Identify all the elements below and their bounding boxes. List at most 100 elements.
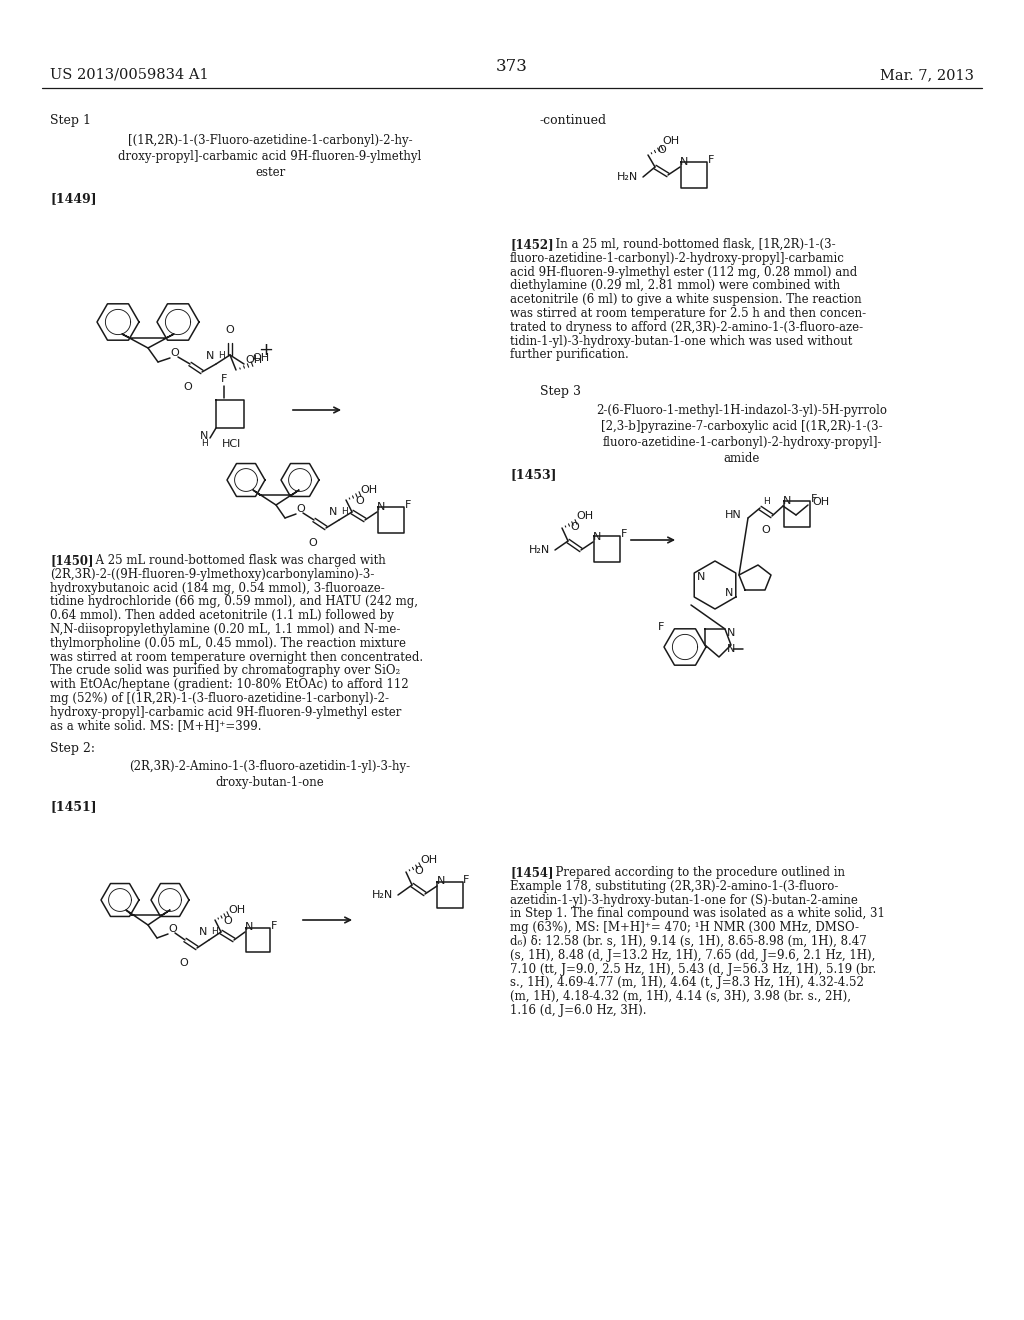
Text: N: N (200, 432, 208, 441)
Text: acid 9H-fluoren-9-ylmethyl ester (112 mg, 0.28 mmol) and: acid 9H-fluoren-9-ylmethyl ester (112 mg… (510, 265, 857, 279)
Text: Prepared according to the procedure outlined in: Prepared according to the procedure outl… (548, 866, 845, 879)
Text: (2R,3R)-2-Amino-1-(3-fluoro-azetidin-1-yl)-3-hy-: (2R,3R)-2-Amino-1-(3-fluoro-azetidin-1-y… (129, 760, 411, 774)
Text: mg (52%) of [(1R,2R)-1-(3-fluoro-azetidine-1-carbonyl)-2-: mg (52%) of [(1R,2R)-1-(3-fluoro-azetidi… (50, 692, 389, 705)
Text: OH: OH (245, 355, 262, 366)
Text: further purification.: further purification. (510, 348, 629, 362)
Text: tidin-1-yl)-3-hydroxy-butan-1-one which was used without: tidin-1-yl)-3-hydroxy-butan-1-one which … (510, 334, 852, 347)
Text: OH: OH (575, 511, 593, 521)
Text: was stirred at room temperature overnight then concentrated.: was stirred at room temperature overnigh… (50, 651, 423, 664)
Text: O: O (170, 348, 179, 358)
Text: N,N-diisopropylethylamine (0.20 mL, 1.1 mmol) and N-me-: N,N-diisopropylethylamine (0.20 mL, 1.1 … (50, 623, 400, 636)
Text: H: H (763, 498, 769, 507)
Text: N: N (437, 876, 445, 886)
Text: O: O (168, 924, 177, 935)
Text: H₂N: H₂N (616, 172, 638, 182)
Text: OH: OH (662, 136, 679, 147)
Text: thylmorpholine (0.05 mL, 0.45 mmol). The reaction mixture: thylmorpholine (0.05 mL, 0.45 mmol). The… (50, 636, 406, 649)
Text: hydroxy-propyl]-carbamic acid 9H-fluoren-9-ylmethyl ester: hydroxy-propyl]-carbamic acid 9H-fluoren… (50, 706, 401, 719)
Text: F: F (621, 529, 628, 539)
Text: Mar. 7, 2013: Mar. 7, 2013 (880, 69, 974, 82)
Text: (m, 1H), 4.18-4.32 (m, 1H), 4.14 (s, 3H), 3.98 (br. s., 2H),: (m, 1H), 4.18-4.32 (m, 1H), 4.14 (s, 3H)… (510, 990, 851, 1003)
Text: OH: OH (812, 498, 829, 507)
Text: OH: OH (228, 906, 245, 915)
Text: O: O (415, 866, 423, 876)
Text: O: O (225, 325, 234, 335)
Text: O: O (570, 521, 580, 532)
Text: Step 3: Step 3 (540, 385, 581, 399)
Text: in Step 1. The final compound was isolated as a white solid, 31: in Step 1. The final compound was isolat… (510, 907, 885, 920)
Text: F: F (657, 622, 665, 632)
Text: OH: OH (360, 484, 377, 495)
Text: 0.64 mmol). Then added acetonitrile (1.1 mL) followed by: 0.64 mmol). Then added acetonitrile (1.1… (50, 610, 394, 622)
Text: N: N (199, 927, 207, 937)
Text: H₂N: H₂N (372, 890, 393, 900)
Text: acetonitrile (6 ml) to give a white suspension. The reaction: acetonitrile (6 ml) to give a white susp… (510, 293, 861, 306)
Text: with EtOAc/heptane (gradient: 10-80% EtOAc) to afford 112: with EtOAc/heptane (gradient: 10-80% EtO… (50, 678, 409, 692)
Text: N: N (727, 644, 735, 653)
Text: N: N (329, 507, 337, 517)
Text: diethylamine (0.29 ml, 2.81 mmol) were combined with: diethylamine (0.29 ml, 2.81 mmol) were c… (510, 280, 840, 293)
Text: N: N (377, 502, 385, 512)
Text: O: O (657, 145, 667, 154)
Text: [1452]: [1452] (510, 238, 554, 251)
Text: as a white solid. MS: [M+H]⁺=399.: as a white solid. MS: [M+H]⁺=399. (50, 719, 261, 733)
Text: N: N (245, 921, 253, 932)
Text: N: N (783, 496, 792, 506)
Text: [(1R,2R)-1-(3-Fluoro-azetidine-1-carbonyl)-2-hy-: [(1R,2R)-1-(3-Fluoro-azetidine-1-carbony… (128, 135, 413, 147)
Text: 2-(6-Fluoro-1-methyl-1H-indazol-3-yl)-5H-pyrrolo: 2-(6-Fluoro-1-methyl-1H-indazol-3-yl)-5H… (597, 404, 888, 417)
Text: F: F (271, 921, 278, 931)
Text: droxy-propyl]-carbamic acid 9H-fluoren-9-ylmethyl: droxy-propyl]-carbamic acid 9H-fluoren-9… (119, 150, 422, 162)
Text: fluoro-azetidine-1-carbonyl)-2-hydroxy-propyl]-: fluoro-azetidine-1-carbonyl)-2-hydroxy-p… (602, 436, 882, 449)
Text: was stirred at room temperature for 2.5 h and then concen-: was stirred at room temperature for 2.5 … (510, 308, 866, 319)
Text: 7.10 (tt, J=9.0, 2.5 Hz, 1H), 5.43 (d, J=56.3 Hz, 1H), 5.19 (br.: 7.10 (tt, J=9.0, 2.5 Hz, 1H), 5.43 (d, J… (510, 962, 877, 975)
Text: H: H (211, 928, 218, 936)
Text: trated to dryness to afford (2R,3R)-2-amino-1-(3-fluoro-aze-: trated to dryness to afford (2R,3R)-2-am… (510, 321, 863, 334)
Text: O: O (223, 916, 232, 927)
Text: OH: OH (252, 352, 269, 363)
Text: F: F (708, 154, 715, 165)
Text: O: O (355, 496, 365, 506)
Text: 373: 373 (496, 58, 528, 75)
Text: -continued: -continued (540, 114, 607, 127)
Text: F: F (406, 500, 412, 510)
Text: F: F (811, 494, 817, 504)
Text: [1454]: [1454] (510, 866, 554, 879)
Text: F: F (463, 875, 469, 884)
Text: N: N (206, 351, 214, 360)
Text: [1453]: [1453] (510, 469, 556, 480)
Text: (2R,3R)-2-((9H-fluoren-9-ylmethoxy)carbonylamino)-3-: (2R,3R)-2-((9H-fluoren-9-ylmethoxy)carbo… (50, 568, 375, 581)
Text: H: H (202, 440, 208, 449)
Text: Step 2:: Step 2: (50, 742, 95, 755)
Text: N: N (727, 628, 735, 638)
Text: [1451]: [1451] (50, 800, 96, 813)
Text: OH: OH (420, 855, 437, 865)
Text: F: F (221, 374, 227, 384)
Text: N: N (593, 532, 601, 543)
Text: The crude solid was purified by chromatography over SiO₂: The crude solid was purified by chromato… (50, 664, 400, 677)
Text: In a 25 ml, round-bottomed flask, [1R,2R)-1-(3-: In a 25 ml, round-bottomed flask, [1R,2R… (548, 238, 836, 251)
Text: ester: ester (255, 166, 285, 180)
Text: droxy-butan-1-one: droxy-butan-1-one (216, 776, 325, 789)
Text: HCl: HCl (222, 440, 242, 449)
Text: O: O (183, 381, 193, 392)
Text: N: N (680, 157, 688, 168)
Text: H: H (218, 351, 224, 360)
Text: (s, 1H), 8.48 (d, J=13.2 Hz, 1H), 7.65 (dd, J=9.6, 2.1 Hz, 1H),: (s, 1H), 8.48 (d, J=13.2 Hz, 1H), 7.65 (… (510, 949, 876, 962)
Text: [2,3-b]pyrazine-7-carboxylic acid [(1R,2R)-1-(3-: [2,3-b]pyrazine-7-carboxylic acid [(1R,2… (601, 420, 883, 433)
Text: O: O (308, 539, 317, 548)
Text: O: O (296, 504, 305, 513)
Text: mg (63%), MS: [M+H]⁺= 470; ¹H NMR (300 MHz, DMSO-: mg (63%), MS: [M+H]⁺= 470; ¹H NMR (300 M… (510, 921, 859, 935)
Text: N: N (696, 572, 706, 582)
Text: s., 1H), 4.69-4.77 (m, 1H), 4.64 (t, J=8.3 Hz, 1H), 4.32-4.52: s., 1H), 4.69-4.77 (m, 1H), 4.64 (t, J=8… (510, 977, 864, 990)
Text: 1.16 (d, J=6.0 Hz, 3H).: 1.16 (d, J=6.0 Hz, 3H). (510, 1005, 646, 1016)
Text: Example 178, substituting (2R,3R)-2-amino-1-(3-fluoro-: Example 178, substituting (2R,3R)-2-amin… (510, 880, 839, 892)
Text: HN: HN (725, 510, 742, 520)
Text: O: O (179, 958, 188, 968)
Text: [1449]: [1449] (50, 191, 96, 205)
Text: N: N (725, 587, 733, 598)
Text: H: H (341, 507, 348, 516)
Text: O: O (762, 525, 770, 535)
Text: fluoro-azetidine-1-carbonyl)-2-hydroxy-propyl]-carbamic: fluoro-azetidine-1-carbonyl)-2-hydroxy-p… (510, 252, 845, 265)
Text: A 25 mL round-bottomed flask was charged with: A 25 mL round-bottomed flask was charged… (88, 554, 386, 568)
Text: hydroxybutanoic acid (184 mg, 0.54 mmol), 3-fluoroaze-: hydroxybutanoic acid (184 mg, 0.54 mmol)… (50, 582, 385, 594)
